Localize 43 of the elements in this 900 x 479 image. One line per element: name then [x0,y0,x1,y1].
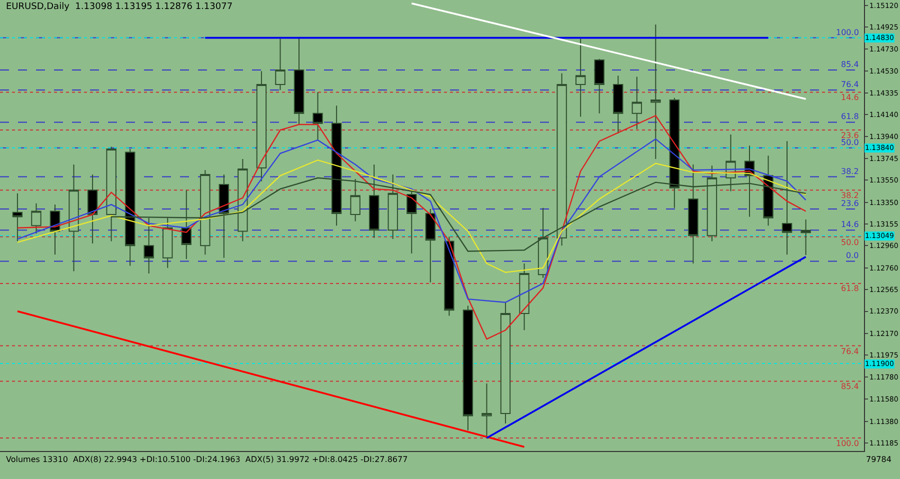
annotation: 38.2 [841,167,859,176]
annotation: 100.0 [836,439,859,448]
candlestick [632,76,642,130]
annotation: 61.8 [841,112,859,121]
candlestick [425,208,436,283]
annotation: 100.0 [836,28,859,37]
candlestick [650,24,661,160]
line-series [16,138,806,303]
annotation: 76.4 [841,347,859,356]
candlestick [87,174,98,244]
annotation: 23.6 [841,199,859,208]
annotation: 76.4 [841,80,859,89]
candlestick [275,38,286,91]
annotation: 14.6 [841,93,859,102]
candlestick [575,38,586,118]
chart-title: EURUSD,Daily 1.13098 1.13195 1.12876 1.13077 [6,2,233,12]
text: Volumes 13310 ADX(8) 22.9943 +DI:10.5100 -DI:24.1963 ADX(5) 31.9972 +DI:8.0425 -DI:27.8677 [6,455,408,464]
candlestick [500,302,511,424]
annotation: 38.2 [841,191,859,200]
candlestick [68,164,79,272]
candlestick [594,58,604,114]
candlestick [31,202,42,234]
text: 79784 [866,455,892,464]
line-series [16,159,806,273]
candlestick [312,92,323,141]
candlestick [256,70,267,182]
candlestick [613,75,624,134]
candlestick [12,192,23,242]
candlestick [294,37,304,126]
candlestick [800,219,811,256]
candlestick [519,262,530,331]
annotation: 50.0 [841,238,859,247]
annotation: 23.6 [841,131,859,140]
annotation: 85.4 [841,60,859,69]
annotation: 61.8 [841,284,859,293]
line-series [16,115,806,340]
annotation: 50.0 [841,138,859,147]
annotation: 0.0 [846,251,859,260]
candlestick [482,383,492,438]
annotation: 14.6 [841,220,859,229]
candlestick [444,236,454,316]
annotation: 85.4 [841,382,859,391]
candlestick [462,305,474,431]
